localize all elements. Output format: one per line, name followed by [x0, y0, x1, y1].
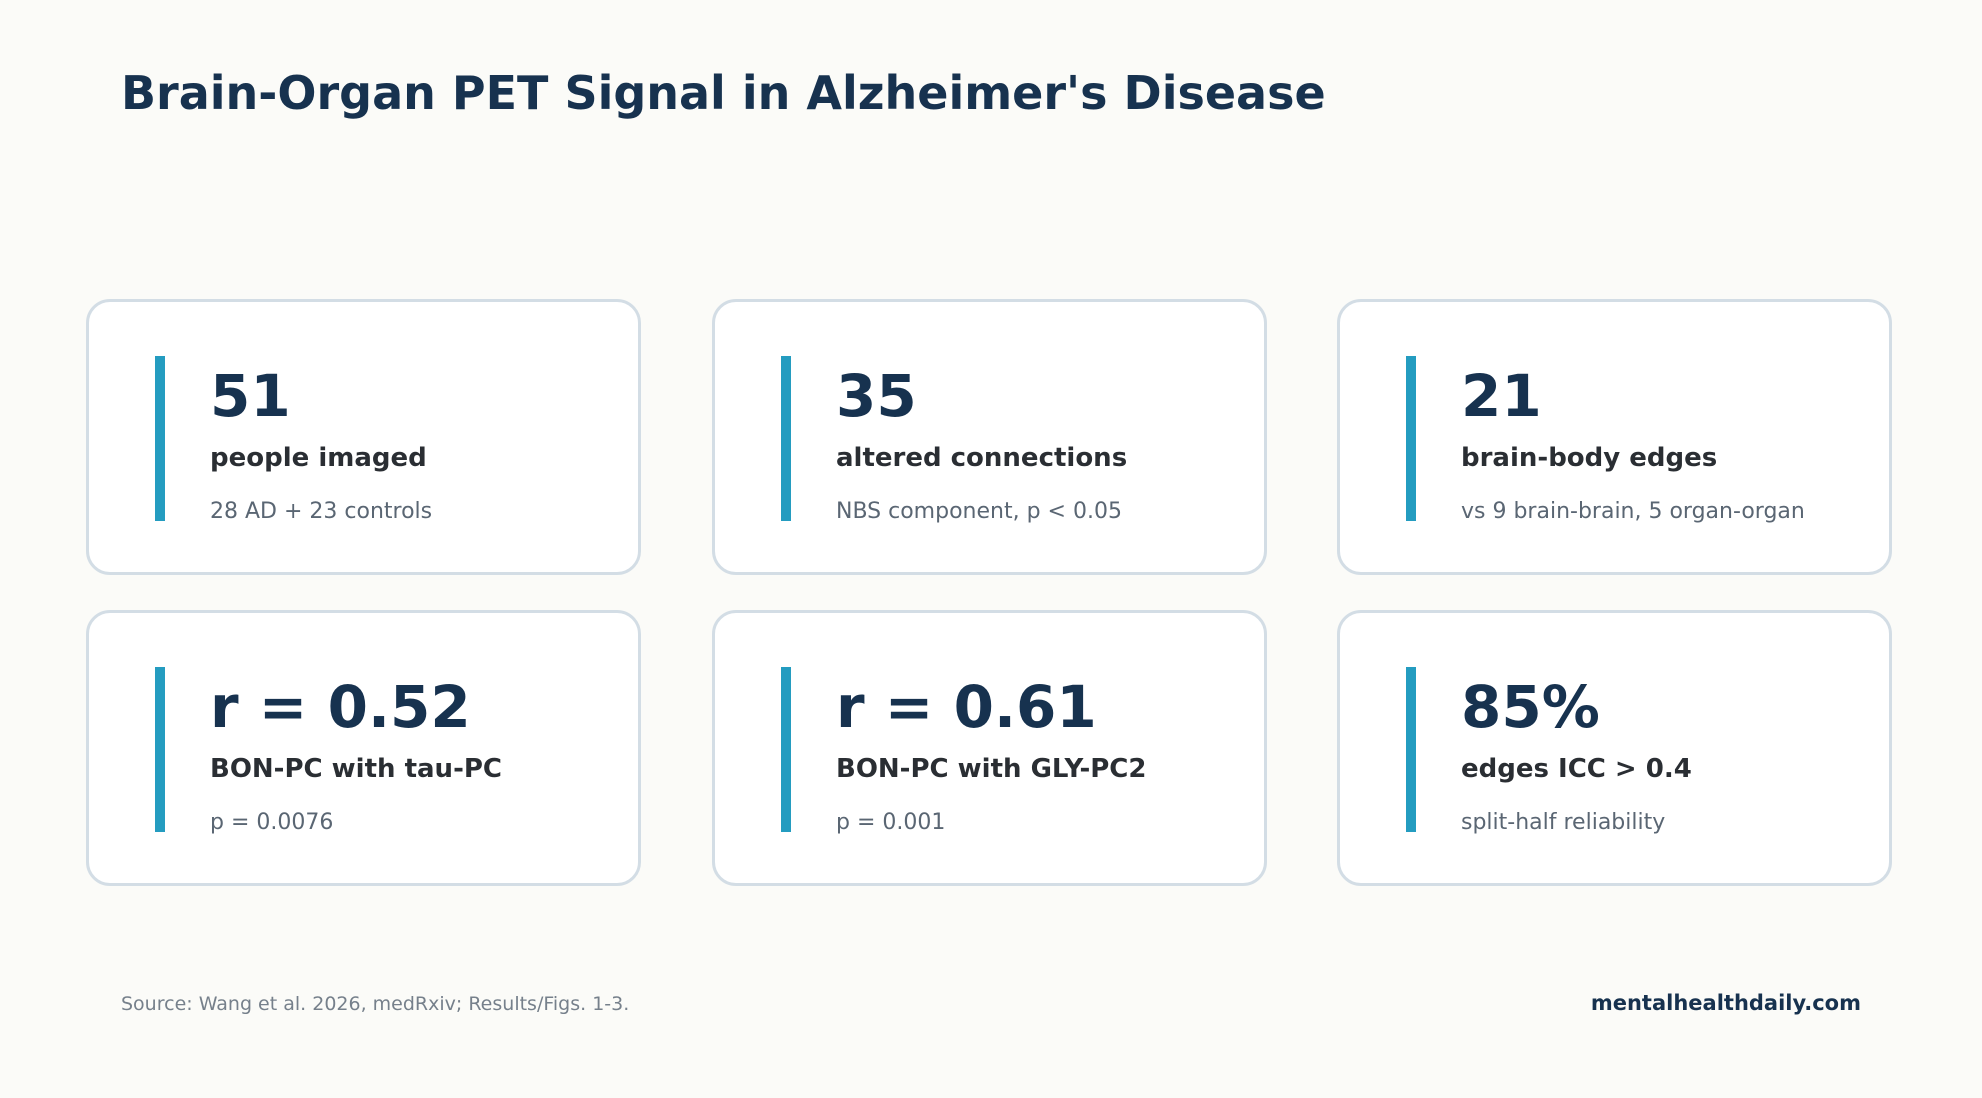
- accent-bar: [155, 356, 165, 521]
- stat-detail: split-half reliability: [1461, 810, 1666, 835]
- stat-value: 21: [1461, 362, 1542, 430]
- page-title: Brain-Organ PET Signal in Alzheimer's Di…: [121, 66, 1326, 120]
- stat-label: altered connections: [836, 443, 1128, 473]
- stat-label: brain-body edges: [1461, 443, 1718, 473]
- stat-detail: p = 0.001: [836, 810, 946, 835]
- stat-label: BON-PC with GLY-PC2: [836, 754, 1147, 784]
- stat-label: BON-PC with tau-PC: [210, 754, 502, 784]
- stat-card-icc-reliability: 85% edges ICC > 0.4 split-half reliabili…: [1337, 610, 1892, 886]
- stat-card-people-imaged: 51 people imaged 28 AD + 23 controls: [86, 299, 641, 575]
- stat-card-altered-connections: 35 altered connections NBS component, p …: [712, 299, 1267, 575]
- accent-bar: [781, 356, 791, 521]
- stat-card-brain-body-edges: 21 brain-body edges vs 9 brain-brain, 5 …: [1337, 299, 1892, 575]
- stat-value: r = 0.52: [210, 673, 471, 741]
- accent-bar: [1406, 356, 1416, 521]
- stat-label: edges ICC > 0.4: [1461, 754, 1692, 784]
- stat-detail: 28 AD + 23 controls: [210, 499, 433, 524]
- stat-detail: p = 0.0076: [210, 810, 334, 835]
- stat-card-tau-correlation: r = 0.52 BON-PC with tau-PC p = 0.0076: [86, 610, 641, 886]
- stat-value: 35: [836, 362, 917, 430]
- stat-detail: NBS component, p < 0.05: [836, 499, 1122, 524]
- stat-label: people imaged: [210, 443, 427, 473]
- stat-card-gly-correlation: r = 0.61 BON-PC with GLY-PC2 p = 0.001: [712, 610, 1267, 886]
- accent-bar: [781, 667, 791, 832]
- accent-bar: [1406, 667, 1416, 832]
- stat-detail: vs 9 brain-brain, 5 organ-organ: [1461, 499, 1805, 524]
- stat-value: r = 0.61: [836, 673, 1097, 741]
- brand-name: mentalhealthdaily.com: [1590, 991, 1861, 1015]
- accent-bar: [155, 667, 165, 832]
- stat-value: 85%: [1461, 673, 1600, 741]
- stat-value: 51: [210, 362, 291, 430]
- source-note: Source: Wang et al. 2026, medRxiv; Resul…: [121, 993, 630, 1015]
